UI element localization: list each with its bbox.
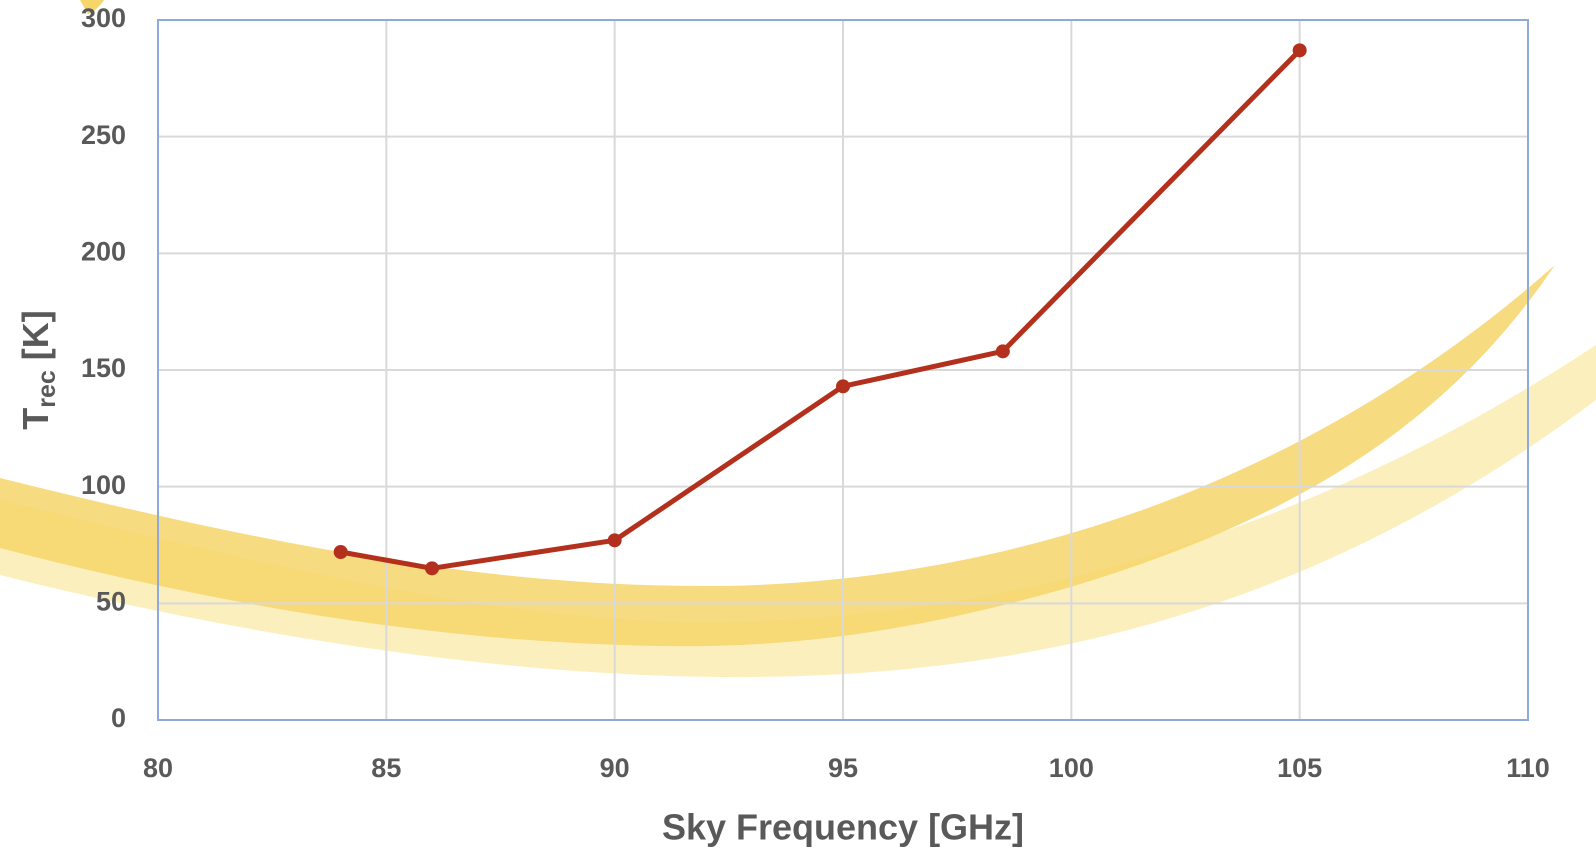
marks — [333, 43, 1307, 576]
y-tick-label: 50 — [96, 586, 126, 616]
data-point — [836, 379, 850, 394]
x-tick-label: 90 — [600, 753, 630, 783]
y-axis-title-sub: rec — [33, 370, 61, 408]
y-tick-label: 300 — [81, 3, 126, 33]
y-tick-label: 250 — [81, 120, 126, 150]
dark-band — [0, 265, 1555, 647]
data-point — [1292, 43, 1307, 58]
plot-border — [157, 19, 1529, 721]
data-point — [607, 533, 622, 548]
y-axis-title: Trec [K] — [15, 310, 61, 430]
x-tick-label: 95 — [828, 753, 858, 783]
y-tick-label: 150 — [81, 353, 126, 383]
series-line — [340, 48, 1302, 571]
x-tick-label: 110 — [1506, 753, 1550, 783]
x-axis-title: Sky Frequency [GHz] — [662, 807, 1024, 848]
x-tick-label: 100 — [1049, 753, 1094, 783]
x-tick-label: 85 — [371, 753, 401, 783]
y-tick-label: 0 — [111, 703, 126, 733]
data-point — [995, 344, 1010, 359]
y-axis-title-suffix: [K] — [15, 310, 56, 370]
data-point — [333, 545, 348, 559]
decoration — [0, 0, 1596, 678]
data-point — [425, 561, 439, 576]
corner-band — [80, 0, 104, 14]
y-tick-label: 100 — [81, 470, 126, 500]
x-tick-label: 80 — [143, 753, 173, 783]
y-axis-title-main: T — [15, 408, 56, 430]
x-tick-label: 105 — [1277, 753, 1322, 783]
y-tick-label: 200 — [81, 236, 126, 266]
